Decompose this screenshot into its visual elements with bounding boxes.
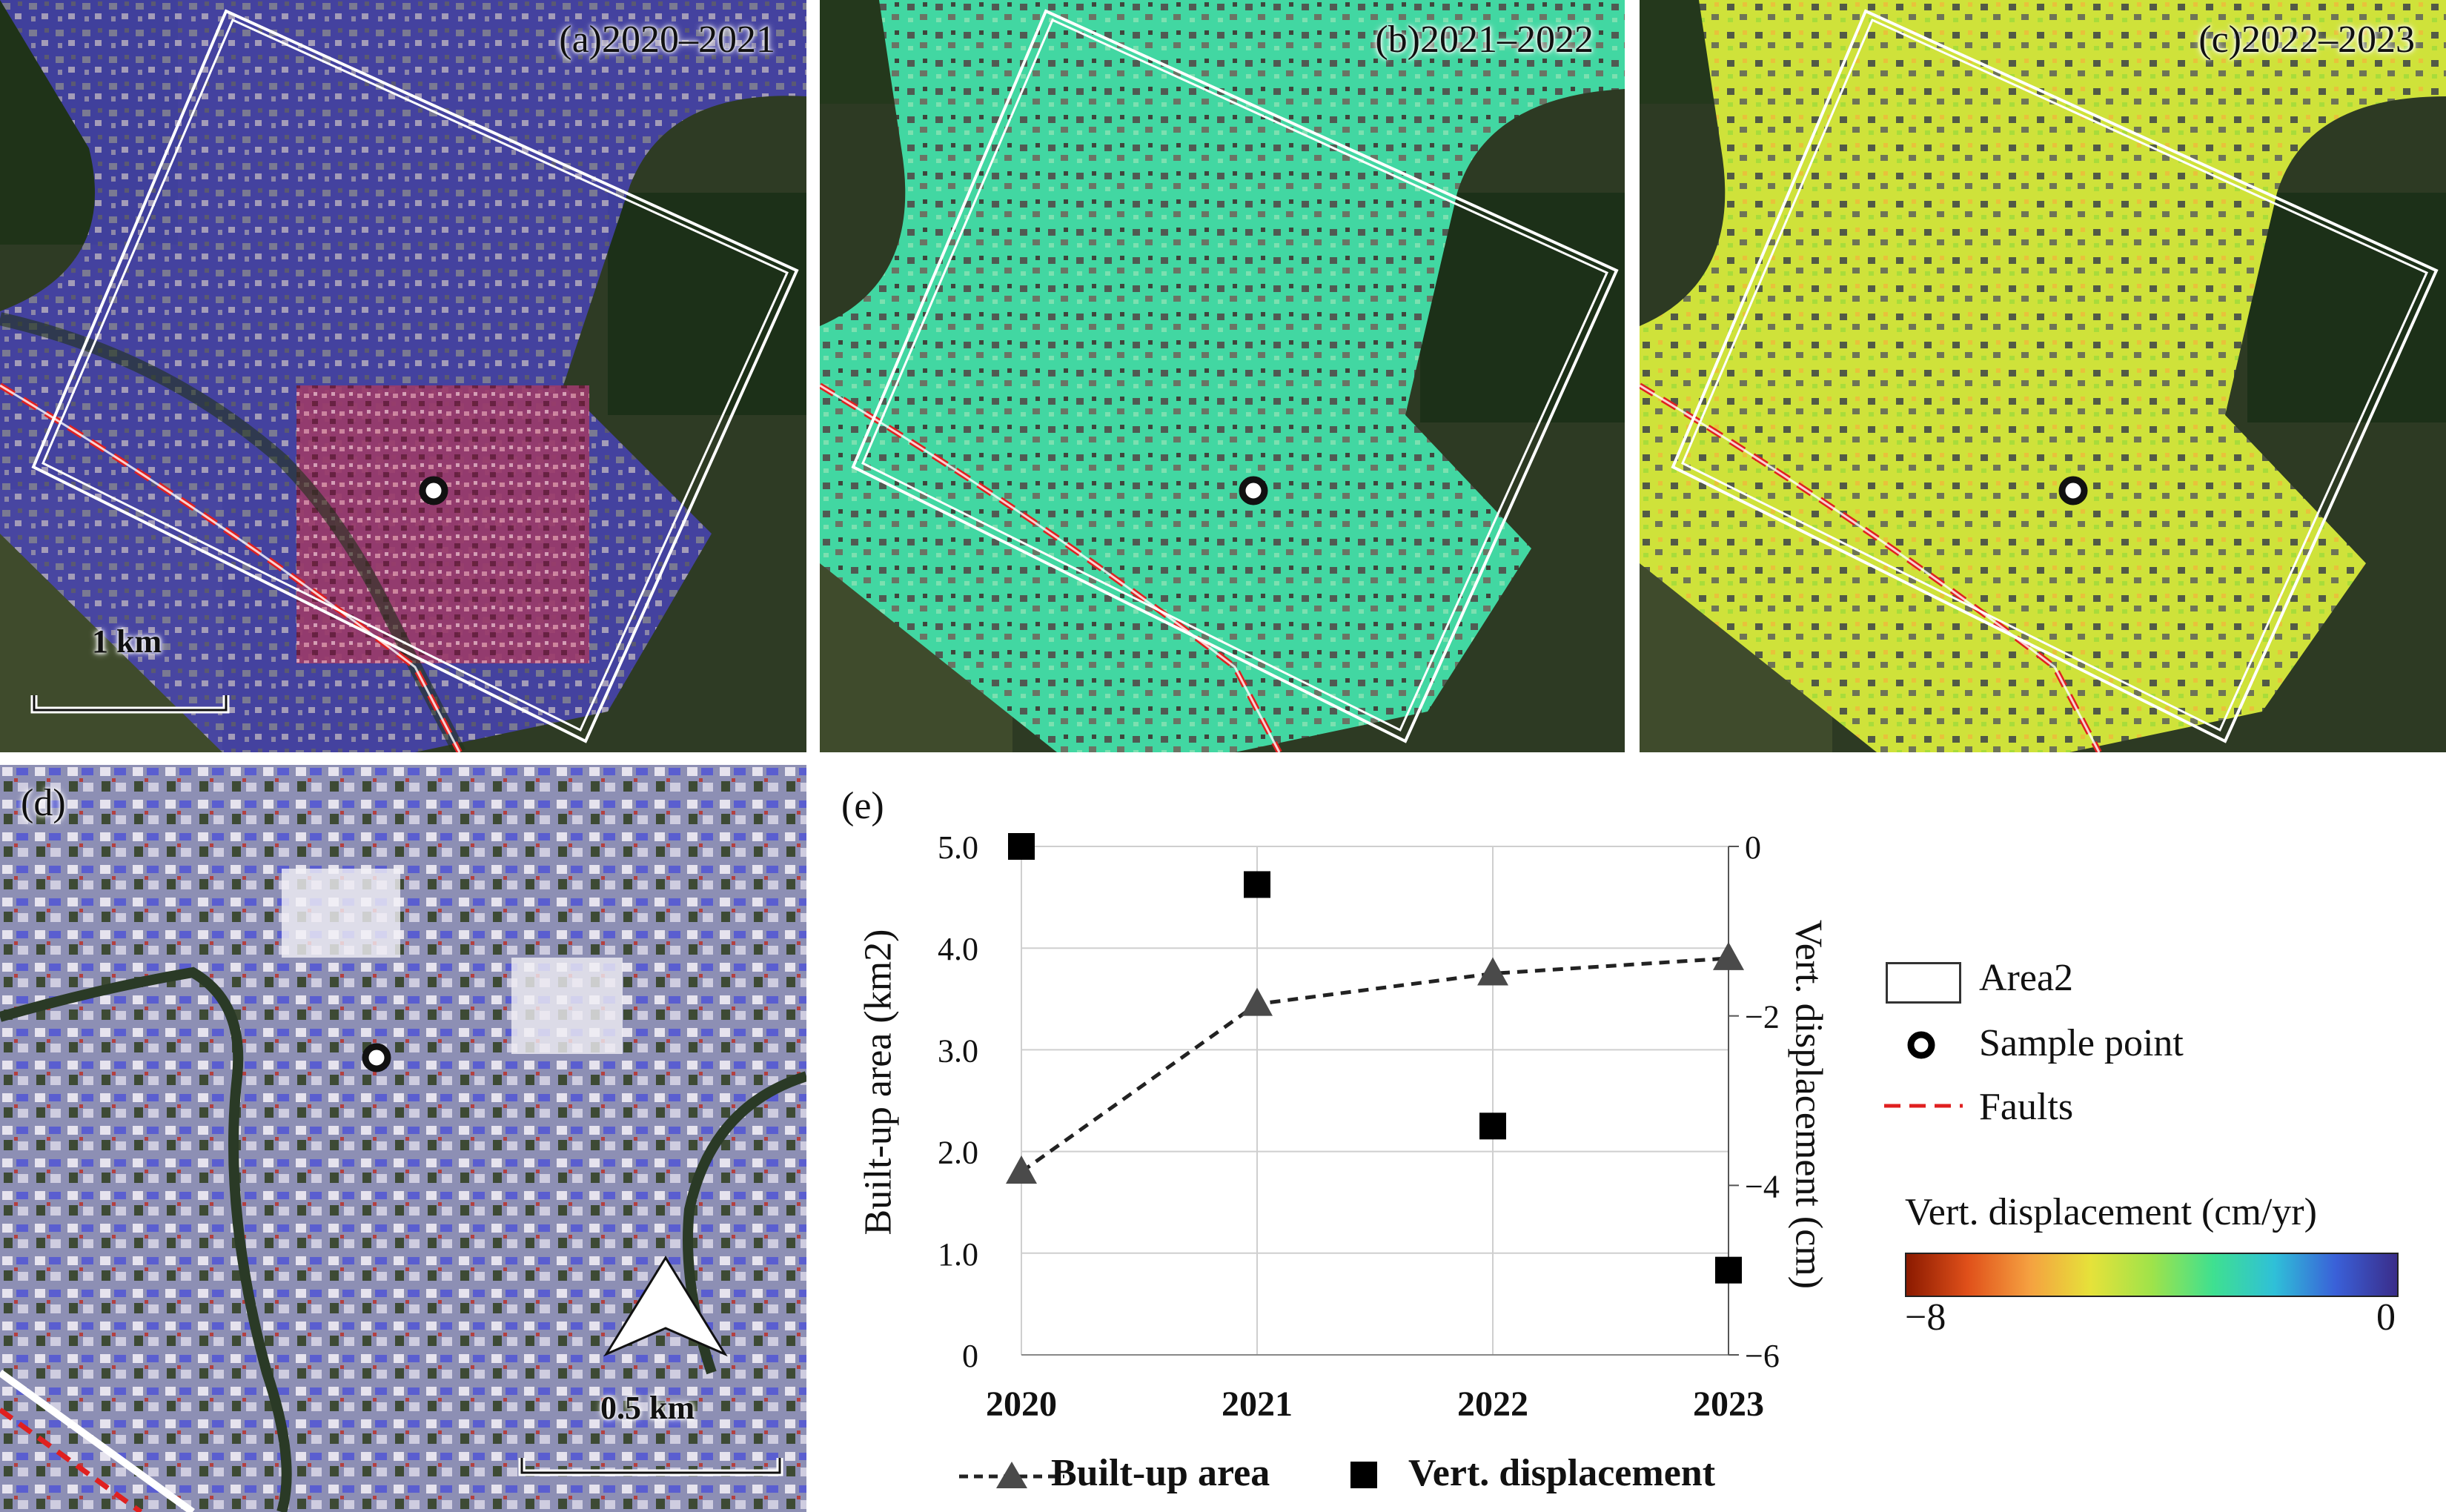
sample-point-marker xyxy=(2058,476,2088,505)
vert-displacement-point xyxy=(1008,833,1035,860)
y-right-tick-label: 0 xyxy=(1745,829,1761,866)
map-panel-b: (b)2021–2022 xyxy=(820,0,1625,752)
scale-bar-label: 1 km xyxy=(92,623,162,660)
vert-displacement-point xyxy=(1715,1256,1742,1284)
y-right-tick-label: −4 xyxy=(1745,1168,1780,1204)
panel-c-label: (c)2022–2023 xyxy=(2198,19,2415,61)
x-tick-label: 2020 xyxy=(986,1385,1057,1424)
map-panel-a: (a)2020–2021 1 km xyxy=(0,0,806,752)
legend-area-symbol xyxy=(1886,962,1961,1004)
panel-d-label: (d) xyxy=(21,782,66,824)
y-left-axis-title: Built-up area (km2) xyxy=(857,929,900,1236)
colorbar-max-label: 0 xyxy=(2376,1296,2396,1339)
legend-disp-label: Vert. displacement xyxy=(1408,1452,1716,1494)
y-left-tick-label: 5.0 xyxy=(938,829,978,866)
y-right-tick-label: −6 xyxy=(1745,1338,1780,1374)
x-tick-label: 2021 xyxy=(1222,1385,1293,1424)
legend-area-label: Area2 xyxy=(1979,957,2074,999)
y-left-tick-label: 3.0 xyxy=(938,1032,978,1069)
legend-sample-label: Sample point xyxy=(1979,1022,2184,1064)
chart-marks xyxy=(1006,833,1744,1284)
legend-faults-label: Faults xyxy=(1979,1086,2074,1128)
chart-legend: Built-up area Vert. displacement xyxy=(956,1451,1809,1503)
y-right-axis-title: Vert. displacement (cm) xyxy=(1787,919,1830,1290)
vert-displacement-point xyxy=(1244,871,1270,898)
legend-builtup-symbol xyxy=(959,1462,1064,1488)
builtup-area-point xyxy=(1713,941,1744,970)
builtup-area-line xyxy=(1020,956,1729,1174)
map-panel-c: (c)2022–2023 xyxy=(1640,0,2446,752)
y-left-tick-label: 4.0 xyxy=(938,931,978,967)
vert-displacement-point xyxy=(1479,1113,1506,1140)
y-left-tick-label: 2.0 xyxy=(938,1135,978,1171)
builtup-area-point xyxy=(1006,1155,1037,1184)
colorbar-min-label: −8 xyxy=(1905,1296,1946,1339)
legend-sample-symbol xyxy=(1907,1031,1935,1059)
y-right-tick-label: −2 xyxy=(1745,999,1780,1035)
legend-disp-symbol xyxy=(1350,1462,1377,1488)
north-arrow-icon xyxy=(603,1256,728,1357)
chart-grid xyxy=(1021,846,1729,1356)
map-legend: Area2 Sample point Faults Vert. displace… xyxy=(1883,956,2431,1342)
y-left-tick-label: 1.0 xyxy=(938,1236,978,1273)
colorbar-title: Vert. displacement (cm/yr) xyxy=(1905,1191,2317,1233)
scale-bar-label: 0.5 km xyxy=(600,1390,695,1426)
x-tick-label: 2023 xyxy=(1693,1385,1764,1424)
builtup-area-point xyxy=(1477,957,1508,986)
sample-point-marker xyxy=(362,1043,391,1072)
y-left-tick-label: 0 xyxy=(962,1338,978,1374)
sample-point-marker xyxy=(1239,476,1268,505)
panel-a-label: (a)2020–2021 xyxy=(559,19,775,61)
map-panel-d: (d) 0.5 km xyxy=(0,765,806,1512)
legend-faults-symbol xyxy=(1884,1104,1963,1108)
chart-axes: 0 1.0 2.0 3.0 4.0 5.0 0 −2 −4 −6 2020 2021 2022 2023 xyxy=(938,829,1780,1424)
panel-e-label: (e) xyxy=(841,785,884,827)
x-tick-label: 2022 xyxy=(1457,1385,1528,1424)
panel-b-label: (b)2021–2022 xyxy=(1375,19,1594,61)
builtup-area-point xyxy=(1242,987,1273,1016)
colorbar xyxy=(1905,1253,2399,1297)
sample-point-marker xyxy=(419,476,448,505)
legend-builtup-label: Built-up area xyxy=(1051,1452,1270,1494)
